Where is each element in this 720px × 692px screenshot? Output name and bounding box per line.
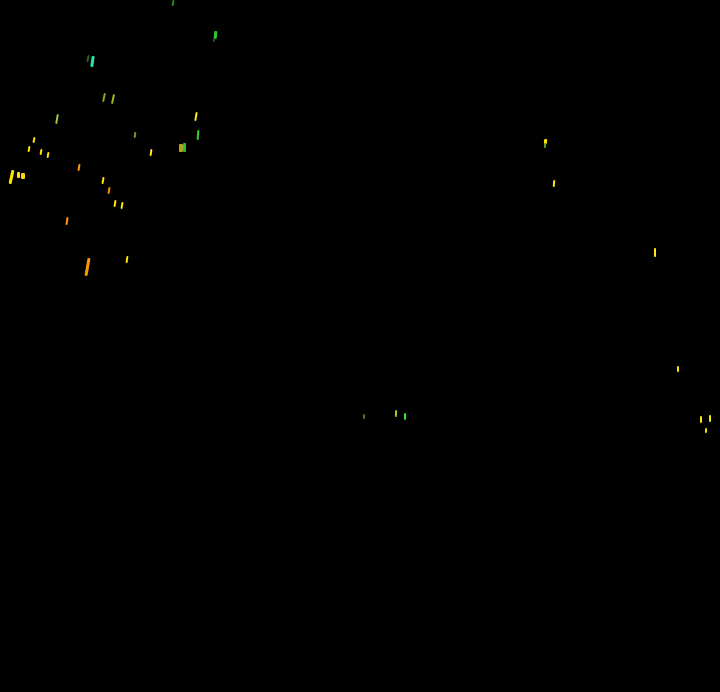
particle <box>8 169 15 185</box>
particle <box>101 176 105 185</box>
particle <box>110 93 116 105</box>
particle <box>709 415 711 422</box>
particle <box>394 409 398 418</box>
particle <box>77 163 81 172</box>
particle <box>113 199 117 208</box>
particle <box>149 148 153 157</box>
particle <box>543 142 547 149</box>
particle <box>133 131 137 139</box>
particle <box>677 366 679 372</box>
particle <box>120 201 124 210</box>
particle <box>179 144 183 152</box>
particle <box>194 111 198 122</box>
particle <box>86 54 90 63</box>
particle <box>65 216 69 226</box>
particle <box>84 257 91 277</box>
particle <box>552 179 556 188</box>
particle <box>21 173 25 179</box>
particle <box>362 413 366 420</box>
particle <box>39 148 43 156</box>
particle <box>17 172 20 178</box>
particle <box>404 413 406 420</box>
particle <box>27 145 31 153</box>
particle <box>55 113 59 125</box>
particle <box>90 55 95 68</box>
particle <box>183 143 186 152</box>
particle <box>125 255 129 264</box>
particle <box>107 186 111 195</box>
particle <box>102 92 106 103</box>
particle <box>32 136 36 144</box>
particle <box>196 129 200 141</box>
particle <box>212 37 216 43</box>
particle <box>700 416 702 423</box>
particle <box>654 248 656 257</box>
particle <box>171 0 175 7</box>
particle <box>46 151 50 159</box>
particle <box>704 427 708 434</box>
